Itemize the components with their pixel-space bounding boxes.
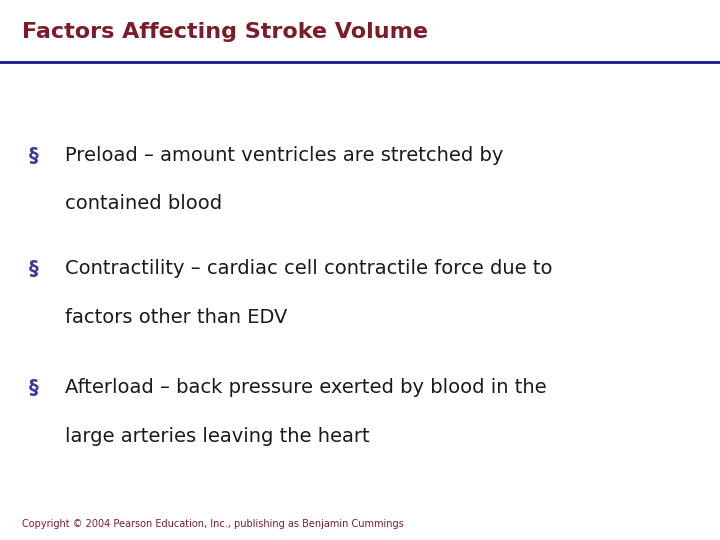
Text: Preload – amount ventricles are stretched by: Preload – amount ventricles are stretche… xyxy=(65,146,503,165)
Text: Copyright © 2004 Pearson Education, Inc., publishing as Benjamin Cummings: Copyright © 2004 Pearson Education, Inc.… xyxy=(22,519,403,529)
Text: §: § xyxy=(29,259,39,278)
Text: Contractility – cardiac cell contractile force due to: Contractility – cardiac cell contractile… xyxy=(65,259,552,278)
Text: Afterload – back pressure exerted by blood in the: Afterload – back pressure exerted by blo… xyxy=(65,378,546,397)
Text: §: § xyxy=(29,146,39,165)
Text: §: § xyxy=(29,378,39,397)
Text: contained blood: contained blood xyxy=(65,194,222,213)
Text: factors other than EDV: factors other than EDV xyxy=(65,308,287,327)
Text: Factors Affecting Stroke Volume: Factors Affecting Stroke Volume xyxy=(22,22,428,42)
Text: large arteries leaving the heart: large arteries leaving the heart xyxy=(65,427,369,446)
